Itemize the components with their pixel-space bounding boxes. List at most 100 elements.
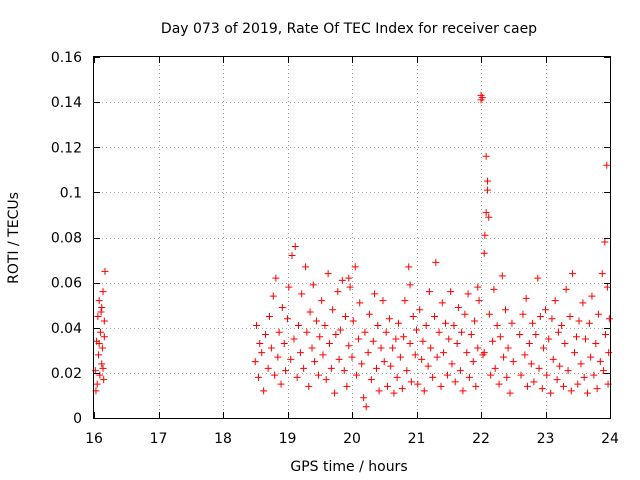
data-point <box>335 355 343 363</box>
data-point <box>99 288 107 296</box>
data-point <box>474 344 482 352</box>
data-points <box>91 91 613 411</box>
data-point <box>588 292 596 300</box>
data-point <box>458 328 466 336</box>
data-point <box>585 319 593 327</box>
data-point <box>303 328 311 336</box>
data-point <box>448 360 456 368</box>
data-point <box>338 276 346 284</box>
x-tick-label: 23 <box>537 431 555 447</box>
data-point <box>353 371 361 379</box>
data-point <box>413 326 420 334</box>
data-point <box>385 315 393 323</box>
y-tick-label: 0.12 <box>51 140 82 156</box>
data-point <box>265 312 273 320</box>
data-point <box>454 303 462 311</box>
data-point <box>542 306 549 314</box>
data-point <box>298 290 306 298</box>
data-point <box>267 344 275 352</box>
data-point <box>336 326 344 334</box>
data-point <box>406 281 414 289</box>
data-point <box>99 364 107 372</box>
data-point <box>95 340 103 348</box>
data-point <box>360 394 368 402</box>
data-point <box>474 283 482 291</box>
data-point <box>418 355 426 363</box>
data-point <box>311 358 319 366</box>
data-point <box>91 367 99 375</box>
data-point <box>469 358 477 366</box>
data-point <box>327 364 335 372</box>
data-point <box>313 317 321 325</box>
data-point <box>97 308 105 316</box>
data-point <box>536 312 544 320</box>
x-tick-label: 21 <box>408 431 426 447</box>
data-point <box>571 349 579 357</box>
data-point <box>433 353 441 361</box>
data-point <box>396 353 404 361</box>
data-point <box>424 362 432 370</box>
data-point <box>394 319 402 327</box>
data-point <box>443 371 451 379</box>
data-point <box>383 382 391 390</box>
x-tick-label: 22 <box>472 431 490 447</box>
data-point <box>463 349 471 357</box>
data-point <box>369 337 377 345</box>
data-point <box>493 321 501 329</box>
data-point <box>553 376 561 384</box>
grid-lines <box>94 57 610 418</box>
data-point <box>94 312 102 320</box>
data-point <box>329 306 337 314</box>
data-point <box>502 306 510 314</box>
data-point <box>348 353 356 361</box>
data-point <box>96 371 104 379</box>
data-point <box>375 387 383 395</box>
data-point <box>373 364 381 372</box>
data-point <box>478 94 486 102</box>
data-point <box>392 335 400 343</box>
data-point <box>379 297 387 305</box>
data-point <box>525 340 533 348</box>
data-point <box>95 297 103 305</box>
data-point <box>561 340 569 348</box>
data-point <box>549 355 557 363</box>
data-point <box>551 297 559 305</box>
data-point <box>95 351 103 359</box>
data-point <box>100 317 108 325</box>
data-point <box>517 371 525 379</box>
data-point <box>554 328 562 336</box>
data-point <box>562 285 570 293</box>
data-point <box>575 317 583 325</box>
data-point <box>545 335 553 343</box>
data-point <box>306 308 314 316</box>
data-point <box>277 380 285 388</box>
y-tick-label: 0 <box>73 411 82 427</box>
data-point <box>411 351 419 359</box>
data-point <box>471 317 479 325</box>
data-point <box>302 263 310 271</box>
data-point <box>482 209 490 217</box>
data-point <box>556 362 564 370</box>
data-point <box>481 231 489 239</box>
data-point <box>294 321 302 329</box>
data-point <box>321 321 329 329</box>
data-point <box>534 274 542 282</box>
data-point <box>491 364 499 372</box>
data-point <box>451 378 459 386</box>
data-point <box>461 310 469 318</box>
data-point <box>465 373 473 381</box>
data-point <box>456 367 464 375</box>
data-point <box>425 288 433 296</box>
data-point <box>274 353 282 361</box>
data-point <box>503 373 511 381</box>
data-point <box>480 249 488 257</box>
data-point <box>260 387 268 395</box>
data-point <box>523 382 531 390</box>
data-point <box>440 349 448 357</box>
data-point <box>309 281 317 289</box>
data-point <box>406 340 414 348</box>
data-point <box>540 344 548 352</box>
data-point <box>483 177 491 185</box>
data-point <box>485 213 493 221</box>
